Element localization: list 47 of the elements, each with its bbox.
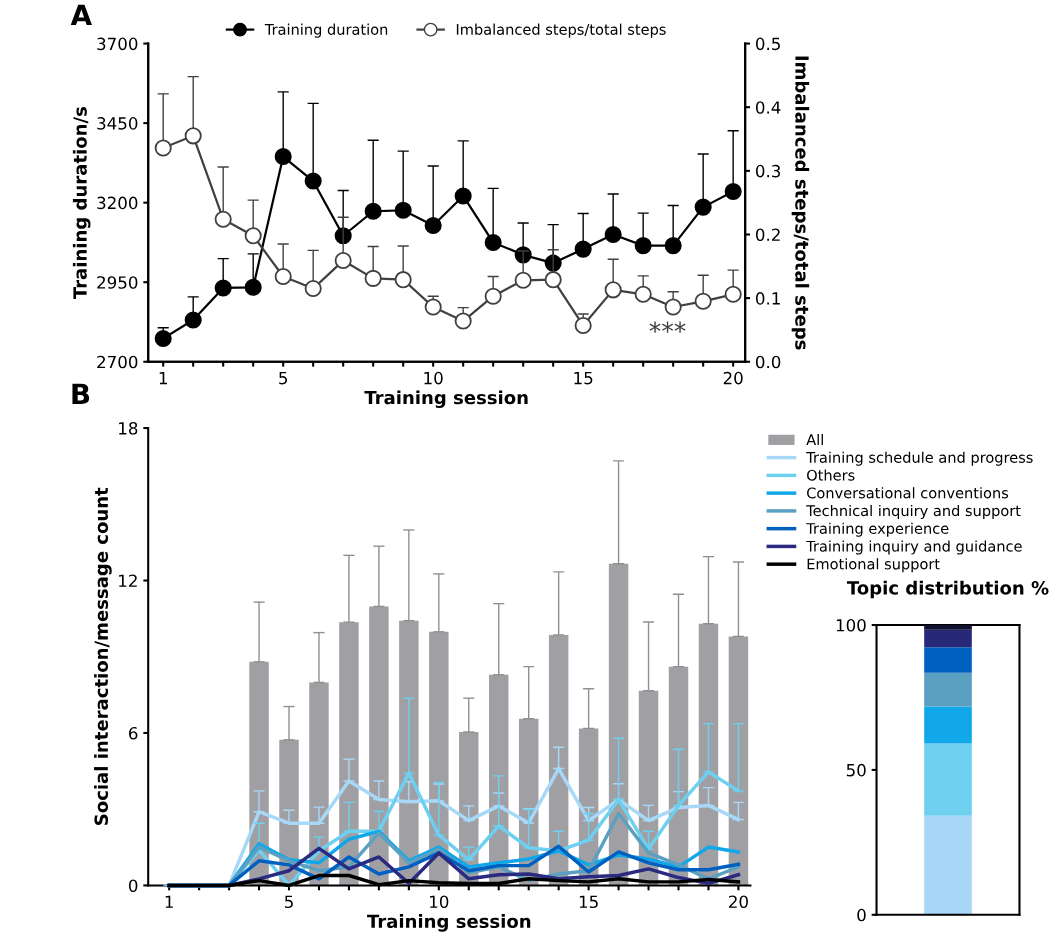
y-tick-label: 3700 bbox=[97, 37, 138, 51]
y-tick-label: 18 bbox=[119, 422, 138, 435]
legend-label: Training inquiry and guidance bbox=[806, 540, 1022, 555]
y-tick-label: 12 bbox=[119, 574, 137, 587]
text: B bbox=[72, 383, 90, 404]
x-tick-label: 10 bbox=[430, 895, 449, 909]
legend-label: Training schedule and progress bbox=[806, 451, 1033, 466]
y-tick-label: 50 bbox=[846, 763, 866, 777]
legend-label: Others bbox=[807, 469, 855, 481]
y2-tick-label: 0.2 bbox=[755, 228, 780, 242]
chart-title: Topic distribution % bbox=[846, 580, 1049, 599]
y2-axis-title: Imbalanced steps/total steps bbox=[791, 56, 810, 350]
x-tick-label: 1 bbox=[165, 895, 173, 908]
y-tick-label: 3200 bbox=[97, 196, 138, 210]
y2-tick-label: 0.0 bbox=[755, 355, 781, 369]
y-tick-label: 2950 bbox=[97, 276, 138, 289]
y2-tick-label: 0.3 bbox=[755, 164, 781, 178]
x-axis-title: Training session bbox=[367, 914, 531, 932]
x-tick-label: 20 bbox=[723, 371, 743, 385]
x-tick-label: 5 bbox=[284, 895, 293, 909]
x-tick-label: 15 bbox=[574, 371, 593, 385]
legend-label: All bbox=[806, 433, 823, 445]
x-tick-label: 1 bbox=[159, 371, 167, 385]
y-axis-title: Training duration/s bbox=[72, 107, 91, 300]
y-tick-label: 2700 bbox=[97, 355, 138, 369]
y2-tick-label: 0.1 bbox=[755, 292, 780, 305]
y-tick-label: 0 bbox=[128, 879, 138, 893]
x-tick-label: 20 bbox=[729, 895, 748, 909]
y2-tick-label: 0.4 bbox=[755, 101, 781, 114]
legend-label: Imbalanced steps/total steps bbox=[456, 23, 666, 38]
legend-label: Training duration bbox=[264, 23, 388, 38]
text: A bbox=[70, 4, 92, 26]
legend-label: Emotional support bbox=[807, 558, 940, 573]
x-tick-label: 15 bbox=[579, 895, 598, 909]
y-tick-label: 6 bbox=[129, 726, 138, 740]
x-tick-label: 5 bbox=[279, 371, 288, 385]
legend-label: Training experience bbox=[806, 522, 949, 537]
x-tick-label: 10 bbox=[424, 371, 443, 385]
x-axis-title: Training session bbox=[364, 390, 528, 408]
legend-label: Conversational conventions bbox=[807, 487, 1009, 499]
annotation: *** bbox=[649, 321, 686, 333]
legend-label: Technical inquiry and support bbox=[806, 504, 1021, 520]
y-tick-label: 0 bbox=[857, 908, 866, 922]
y-tick-label: 100 bbox=[836, 618, 866, 632]
y2-tick-label: 0.5 bbox=[755, 37, 780, 51]
y-tick-label: 3450 bbox=[97, 117, 138, 130]
y-axis-title: Social interaction/message count bbox=[94, 487, 112, 825]
